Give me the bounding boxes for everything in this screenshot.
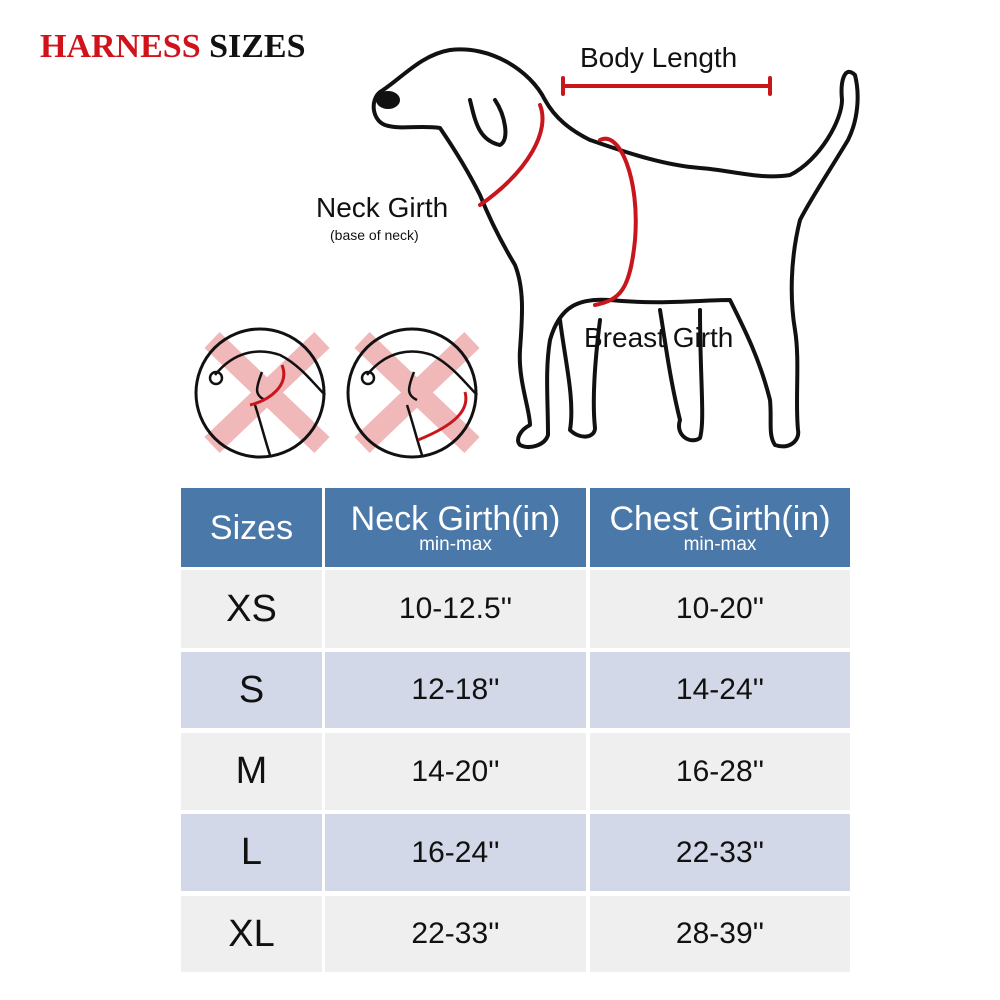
- dog-ear-path: [468, 98, 508, 147]
- neck-cell: 14-20'': [325, 733, 586, 810]
- chest-cell: 14-24'': [590, 652, 850, 728]
- neck-cell: 12-18'': [325, 652, 586, 728]
- dog-front-leg-path: [558, 318, 602, 439]
- dog-outline: [371, 47, 860, 449]
- page-title: HARNESS SIZES: [40, 28, 306, 66]
- header-chest-girth: Chest Girth(in) min-max: [590, 488, 850, 567]
- size-cell: XL: [181, 896, 322, 972]
- header-sub: min-max: [683, 534, 757, 555]
- neck-girth-label: Neck Girth: [316, 192, 449, 223]
- size-cell: S: [181, 652, 322, 728]
- title-harness: HARNESS: [40, 28, 201, 65]
- size-cell: XS: [181, 570, 322, 648]
- dog-back-leg-path: [658, 308, 705, 443]
- header-sizes: Sizes: [181, 488, 322, 567]
- chest-cell: 16-28'': [590, 733, 850, 810]
- header-label: Chest Girth(in): [609, 500, 831, 538]
- header-neck-girth: Neck Girth(in) min-max: [325, 488, 586, 567]
- chest-cell: 28-39'': [590, 896, 850, 972]
- neck-cell: 16-24'': [325, 814, 586, 891]
- incorrect-neck-measurement-icon: [194, 327, 330, 459]
- dog-diagram: [194, 47, 860, 459]
- size-cell: L: [181, 814, 322, 891]
- neck-cell: 10-12.5'': [325, 570, 586, 648]
- neck-cell: 22-33'': [325, 896, 586, 972]
- size-cell: M: [181, 733, 322, 810]
- incorrect-chest-measurement-icon: [346, 327, 480, 459]
- header-label: Neck Girth(in): [350, 500, 561, 538]
- chest-cell: 22-33'': [590, 814, 850, 891]
- measure-lines: [478, 76, 772, 307]
- chest-cell: 10-20'': [590, 570, 850, 648]
- header-sub: min-max: [419, 534, 492, 555]
- header-label: Sizes: [209, 508, 294, 547]
- body-length-label: Body Length: [580, 42, 738, 73]
- breast-girth-label: Breast Girth: [584, 322, 734, 353]
- title-sizes: SIZES: [209, 28, 306, 65]
- breast-girth-line: [593, 136, 638, 307]
- dog-nose: [376, 91, 400, 109]
- neck-girth-note: (base of neck): [330, 227, 419, 243]
- dog-body-path: [371, 47, 860, 449]
- neck-girth-line: [478, 103, 545, 207]
